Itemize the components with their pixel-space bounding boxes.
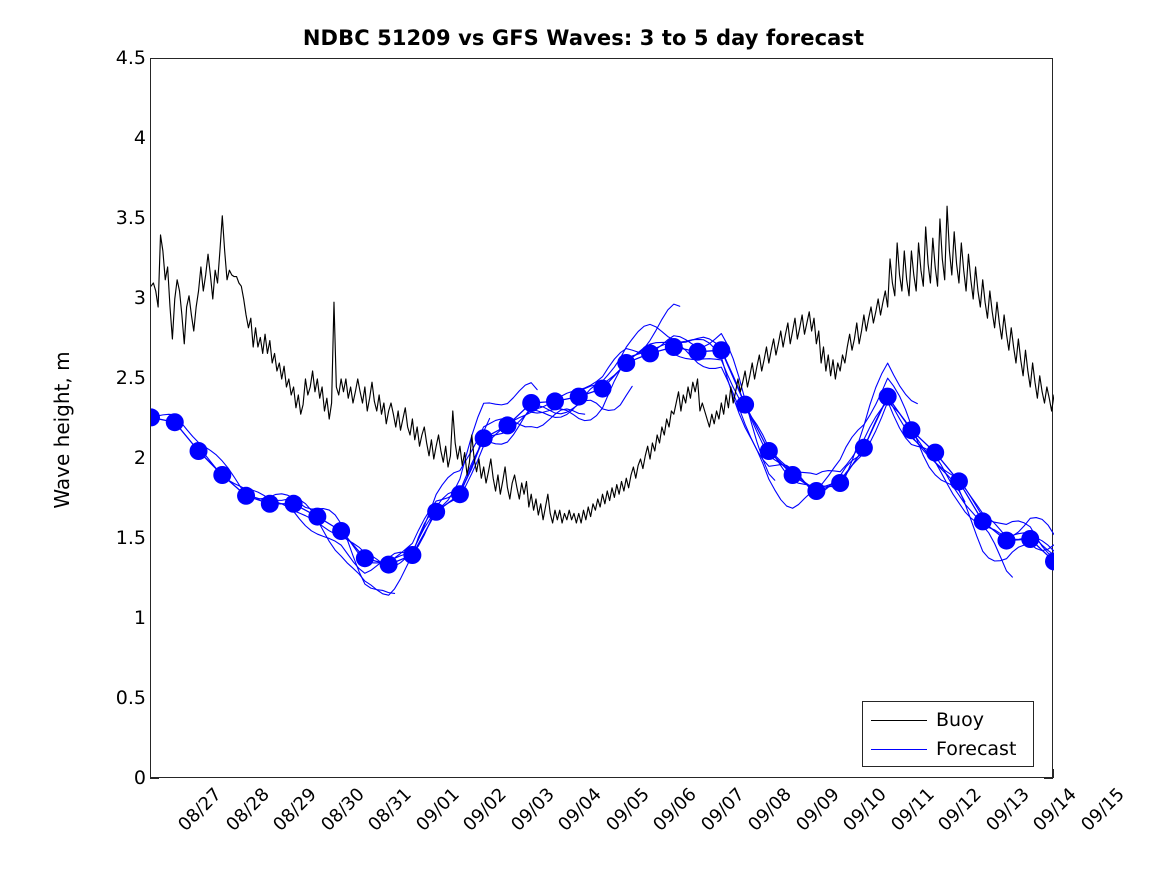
forecast-marker [736, 395, 755, 414]
forecast-marker [1021, 530, 1040, 548]
y-tick-label: 2.5 [115, 367, 146, 389]
y-tick-mark [150, 778, 159, 779]
forecast-marker [189, 442, 208, 460]
y-tick-label: 4 [133, 127, 146, 149]
forecast-marker [151, 408, 160, 427]
x-tick-mark [1053, 769, 1054, 778]
forecast-marker [949, 472, 968, 491]
x-tick-label: 09/07 [696, 784, 749, 836]
x-tick-label: 09/08 [744, 784, 797, 836]
x-tick-label: 09/09 [792, 784, 844, 836]
y-tick-label: 2 [133, 447, 146, 469]
x-tick-label: 08/31 [364, 784, 416, 836]
forecast-marker [260, 494, 279, 513]
forecast-marker [878, 387, 897, 406]
y-axis-label: Wave height, m [50, 351, 74, 509]
forecast-marker [545, 392, 564, 411]
x-tick-label: 08/30 [316, 784, 369, 836]
x-tick-label: 09/13 [982, 784, 1034, 836]
forecast-marker [165, 413, 184, 432]
x-tick-label: 09/06 [649, 784, 701, 836]
legend-item-forecast: Forecast [863, 735, 1033, 764]
forecast-marker [593, 379, 612, 398]
forecast-marker [403, 546, 422, 564]
forecast-cycle-line [815, 401, 1054, 562]
plot-svg [151, 205, 1054, 596]
forecast-marker [854, 438, 873, 457]
forecast-cycle-line [388, 385, 633, 563]
forecast-marker [427, 502, 446, 521]
forecast-marker [664, 338, 683, 356]
forecast-marker [712, 341, 731, 360]
x-tick-label: 09/11 [887, 784, 939, 836]
forecast-marker [237, 486, 256, 505]
forecast-marker [617, 354, 636, 372]
forecast-marker [332, 522, 351, 540]
forecast-marker [902, 421, 921, 440]
x-tick-label: 08/27 [174, 784, 226, 836]
forecast-marker [759, 442, 778, 460]
forecast-marker [308, 507, 327, 526]
forecast-markers [151, 338, 1054, 574]
x-tick-label: 09/12 [934, 784, 987, 836]
y-tick-label: 3.5 [115, 207, 146, 229]
y-tick-label: 0 [133, 767, 146, 789]
legend-line-buoy-icon [871, 720, 927, 721]
y-tick-label: 3 [133, 287, 146, 309]
page-title: NDBC 51209 vs GFS Waves: 3 to 5 day fore… [302, 26, 865, 50]
y-tick-label: 0.5 [115, 687, 146, 709]
x-tick-label: 09/05 [601, 784, 654, 836]
forecast-cycle-line [768, 400, 1013, 578]
legend-line-forecast-icon [871, 749, 927, 750]
legend-item-buoy: Buoy [863, 706, 1033, 735]
forecast-marker [522, 394, 541, 412]
y-tick-label: 4.5 [115, 47, 146, 69]
legend-label-forecast: Forecast [936, 738, 1017, 760]
x-tick-label: 09/01 [411, 784, 464, 836]
forecast-cycle-line [863, 396, 1054, 539]
forecast-marker [973, 512, 992, 531]
forecast-marker [213, 466, 232, 484]
forecast-marker [355, 549, 374, 568]
x-tick-label: 09/02 [459, 784, 511, 836]
forecast-marker [831, 474, 850, 492]
buoy-line [151, 205, 1054, 524]
forecast-marker [1045, 552, 1054, 571]
forecast-marker [783, 466, 802, 484]
x-tick-label: 09/14 [1029, 784, 1082, 836]
forecast-cycle-line [483, 323, 728, 439]
x-tick-label: 09/03 [506, 784, 559, 836]
forecast-marker [997, 531, 1016, 550]
x-tick-label: 09/15 [1077, 784, 1129, 836]
forecast-marker [474, 429, 493, 448]
forecast-marker [807, 482, 826, 500]
forecast-marker [379, 555, 398, 574]
y-tick-mark-right [1044, 778, 1053, 779]
legend: Buoy Forecast [862, 701, 1034, 767]
forecast-marker [926, 443, 945, 462]
forecast-cycle-line [720, 349, 966, 503]
x-tick-label: 08/29 [269, 784, 321, 836]
forecast-cycle-line [197, 446, 443, 596]
forecast-marker [688, 342, 707, 361]
y-tick-label: 1.5 [115, 527, 146, 549]
forecast-marker [641, 344, 660, 363]
x-tick-label: 08/28 [221, 784, 274, 836]
x-tick-label: 09/04 [554, 784, 606, 836]
x-tick-label: 09/10 [839, 784, 892, 836]
legend-label-buoy: Buoy [936, 709, 984, 731]
forecast-marker [450, 485, 469, 504]
forecast-marker [498, 416, 517, 435]
plot-area [150, 58, 1054, 778]
y-tick-label: 1 [133, 607, 146, 629]
forecast-marker [284, 494, 303, 513]
forecast-marker [569, 387, 588, 406]
